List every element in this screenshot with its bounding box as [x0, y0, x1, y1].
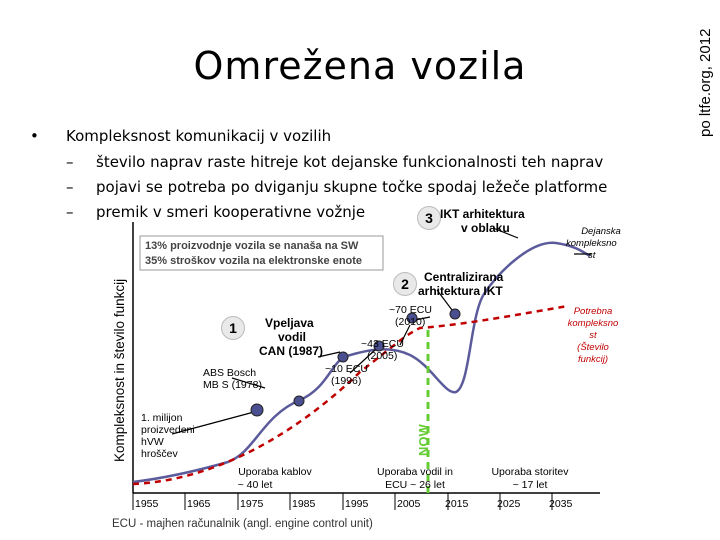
info-line-2: 35% stroškov vozila na elektronske enote [145, 255, 363, 267]
era-1-label-2: ~ 40 let [237, 479, 273, 491]
needed-complexity-label-4: (Število [577, 342, 609, 353]
pointer-can [317, 351, 341, 358]
era-1-label-1: Uporaba kablov [238, 466, 312, 478]
needed-complexity-label-1: Potrebna [573, 306, 613, 317]
pointer-first-million [171, 411, 255, 435]
pointer-ecu43 [399, 324, 411, 346]
needed-complexity-label-2: kompleksno [567, 318, 619, 329]
first-million-label-4: hroščev [141, 448, 178, 460]
pointer-stage2 [436, 289, 453, 311]
main-bullet: Kompleksnost komunikacij v vozilih [66, 127, 332, 145]
ecu43-label-1: ~43 ECU [361, 338, 404, 350]
first-million-label-2: proizvedeni [141, 424, 195, 436]
info-box [139, 235, 384, 271]
x-ticks [132, 493, 553, 510]
node-abs [293, 395, 305, 407]
era-2-label-2: ECU ~ 26 let [385, 479, 445, 491]
actual-complexity-label-1: Dejanska [581, 226, 621, 237]
dash: – [66, 153, 74, 171]
stage-2-line-1: Centralizirana [424, 270, 504, 284]
needed-complexity-label-3: st [589, 330, 597, 341]
first-million-label-3: hVW [141, 436, 164, 448]
ecu70-label-2: (2010) [395, 316, 426, 328]
stage-2-line-2: arhitektura IKT [418, 284, 503, 298]
abs-label-1: ABS Bosch [203, 367, 257, 379]
stage-3-line-1: IKT arhitektura [440, 207, 525, 221]
pointer-stage3 [492, 227, 519, 239]
x-tick-label: 1955 [135, 498, 159, 510]
node-can [337, 351, 349, 363]
abs-label-2: MB S (1978) [203, 379, 262, 391]
side-credit-text: po ltfe.org, 2012 [697, 29, 714, 137]
ecu70-label-1: ~70 ECU [389, 304, 432, 316]
sub-bullet-1: – število naprav raste hitreje kot dejans… [66, 153, 603, 171]
now-label: NOW [416, 424, 431, 457]
sub-bullet-3: – premik v smeri kooperativne vožnje [66, 203, 365, 221]
y-axis-label-text: Kompleksnost in število funkcij [112, 279, 127, 462]
sub-bullet-text: premik v smeri kooperativne vožnje [96, 203, 366, 221]
x-tick-label: 2035 [549, 498, 573, 510]
stage-1-line-3: CAN (1987) [259, 344, 324, 358]
x-tick-label: 2025 [497, 498, 521, 510]
bullet-marker: • [30, 127, 39, 145]
era-3-label-2: ~ 17 let [512, 479, 548, 491]
side-credit: po ltfe.org, 2012 [697, 29, 714, 137]
sub-bullet-2: – pojavi se potreba po dviganju skupne to… [66, 178, 607, 196]
actual-complexity-label-2: kompleksno [566, 238, 617, 249]
y-axis-label: Kompleksnost in število funkcij [112, 279, 127, 462]
pointer-ecu10 [349, 348, 377, 374]
stage-1-line-2: vodil [278, 330, 307, 344]
dash: – [66, 178, 74, 196]
stage-3-badge: 3 [417, 206, 441, 230]
x-tick-label: 1995 [345, 498, 369, 510]
slide-title: Omrežena vozila [193, 44, 527, 88]
x-tick-label: 1985 [292, 498, 316, 510]
stage-1-line-1: Vpeljava [265, 316, 314, 330]
info-line-1: 13% proizvodnje vozila se nanaša na SW [145, 240, 359, 252]
node-ecu10 [373, 340, 385, 352]
needed-complexity-label-5: funkcij) [577, 354, 609, 365]
stage-1-badge: 1 [221, 316, 245, 340]
node-ecu43 [406, 312, 418, 324]
stage-2-badge: 2 [393, 272, 417, 296]
ecu10-label-2: (1996) [331, 375, 362, 387]
node-ecu70 [449, 308, 461, 320]
stage-3-line-2: v oblaku [461, 221, 510, 235]
era-2-label-1: Uporaba vodil in [377, 466, 453, 478]
first-million-label-1: 1. milijon [141, 412, 183, 424]
ecu10-label-1: ~10 ECU [325, 363, 368, 375]
footnote: ECU - majhen računalnik (angl. engine co… [112, 518, 373, 530]
pointer-ecu70 [414, 316, 431, 321]
era-3-label-1: Uporaba storitev [491, 466, 569, 478]
node-first-million [250, 403, 264, 417]
x-tick-label: 1965 [187, 498, 211, 510]
pointer-abs [231, 377, 266, 389]
x-tick-label: 1975 [240, 498, 264, 510]
x-tick-label: 2015 [445, 498, 469, 510]
now-label-text: NOW [416, 424, 431, 457]
sub-bullet-text: pojavi se potreba po dviganju skupne toč… [96, 178, 608, 196]
ecu43-label-2: (2005) [367, 350, 398, 362]
x-tick-label: 2005 [397, 498, 421, 510]
actual-complexity-label-3: st [588, 250, 596, 261]
needed-complexity-curve [132, 304, 569, 486]
dash: – [66, 203, 74, 221]
complexity-curve [132, 241, 591, 484]
sub-bullet-text: število naprav raste hitreje kot dejansk… [96, 153, 604, 171]
